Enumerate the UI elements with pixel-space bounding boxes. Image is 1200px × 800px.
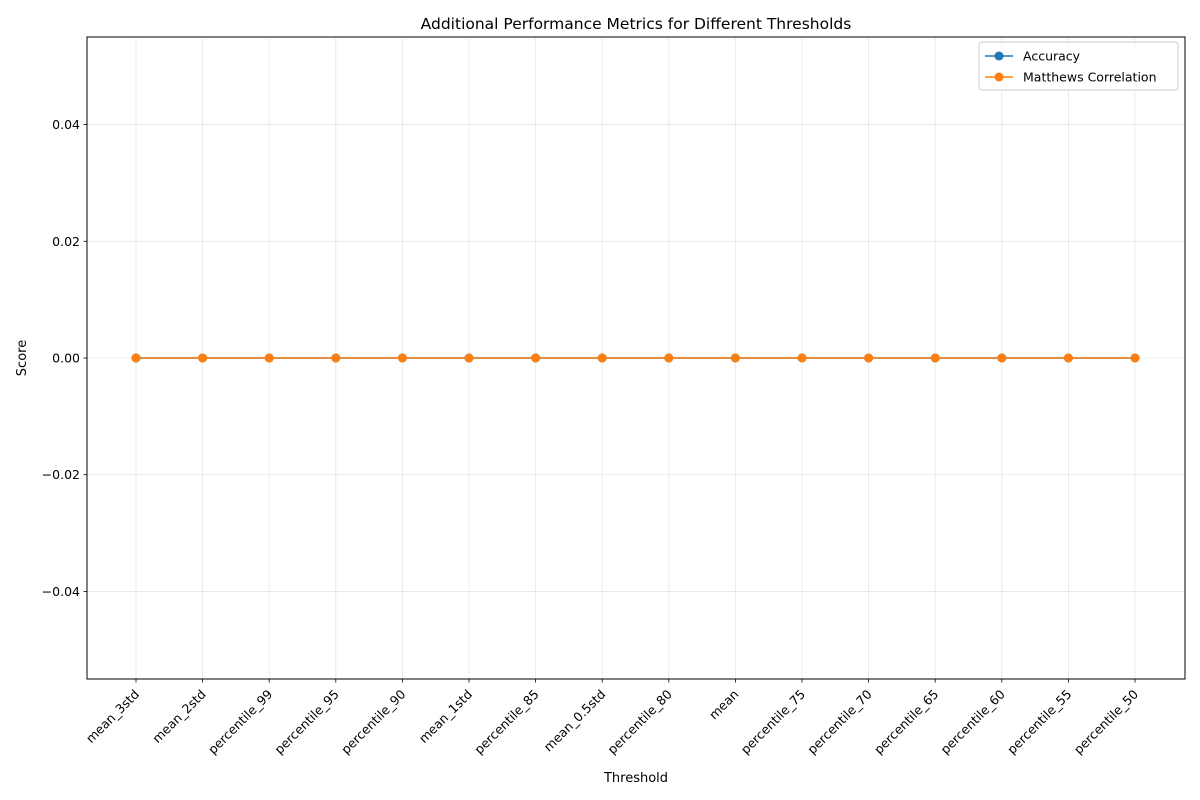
x-tick-label: percentile_95 <box>271 687 341 757</box>
x-tick-label: percentile_90 <box>338 686 409 757</box>
x-tick-label: percentile_60 <box>937 686 1008 757</box>
y-tick-label: 0.04 <box>52 117 80 132</box>
data-point <box>730 353 740 363</box>
x-tick-label: mean <box>706 687 742 723</box>
data-point <box>664 353 674 363</box>
legend: Accuracy Matthews Correlation <box>978 41 1179 91</box>
x-tick-label: percentile_55 <box>1004 687 1074 757</box>
legend-label: Accuracy <box>1023 49 1081 64</box>
legend-swatch-marker <box>994 72 1004 82</box>
legend-swatch-marker <box>994 51 1004 61</box>
data-point <box>997 353 1007 363</box>
data-point <box>331 353 341 363</box>
y-tick-label: 0.02 <box>52 234 80 249</box>
legend-label: Matthews Correlation <box>1023 70 1157 85</box>
data-point <box>198 353 208 363</box>
data-point <box>264 353 274 363</box>
data-point <box>1063 353 1073 363</box>
y-tick-label: 0.00 <box>52 351 80 366</box>
x-tick-label: mean_2std <box>149 687 208 746</box>
x-tick-label: mean_0.5std <box>540 687 608 755</box>
x-tick-label: mean_1std <box>416 687 475 746</box>
y-tick-label: −0.02 <box>42 467 80 482</box>
data-point <box>597 353 607 363</box>
data-point <box>131 353 141 363</box>
data-point <box>864 353 874 363</box>
x-tick-label: percentile_50 <box>1071 686 1142 757</box>
x-tick-label: percentile_99 <box>205 686 276 757</box>
y-axis-label: Score <box>15 340 30 376</box>
data-point <box>531 353 541 363</box>
data-point <box>1130 353 1140 363</box>
y-axis: 0.04 0.02 0.00 −0.02 −0.04 <box>42 117 87 599</box>
x-axis: mean_3std mean_2stdpercentile_99percentil… <box>83 679 1141 757</box>
data-point <box>797 353 807 363</box>
series-layer <box>131 353 1140 363</box>
x-tick-label: percentile_65 <box>871 687 941 757</box>
y-tick-label: −0.04 <box>42 584 80 599</box>
legend-box <box>978 41 1179 91</box>
data-point <box>464 353 474 363</box>
x-tick-label: percentile_75 <box>738 687 808 757</box>
x-axis-label: Threshold <box>603 771 668 786</box>
chart-title: Additional Performance Metrics for Diffe… <box>421 15 852 33</box>
data-point <box>930 353 940 363</box>
x-tick-label: percentile_85 <box>471 687 541 757</box>
x-tick-label: percentile_70 <box>804 686 875 757</box>
data-point <box>397 353 407 363</box>
x-tick-label: percentile_80 <box>604 686 675 757</box>
x-tick-label: mean_3std <box>83 687 142 746</box>
